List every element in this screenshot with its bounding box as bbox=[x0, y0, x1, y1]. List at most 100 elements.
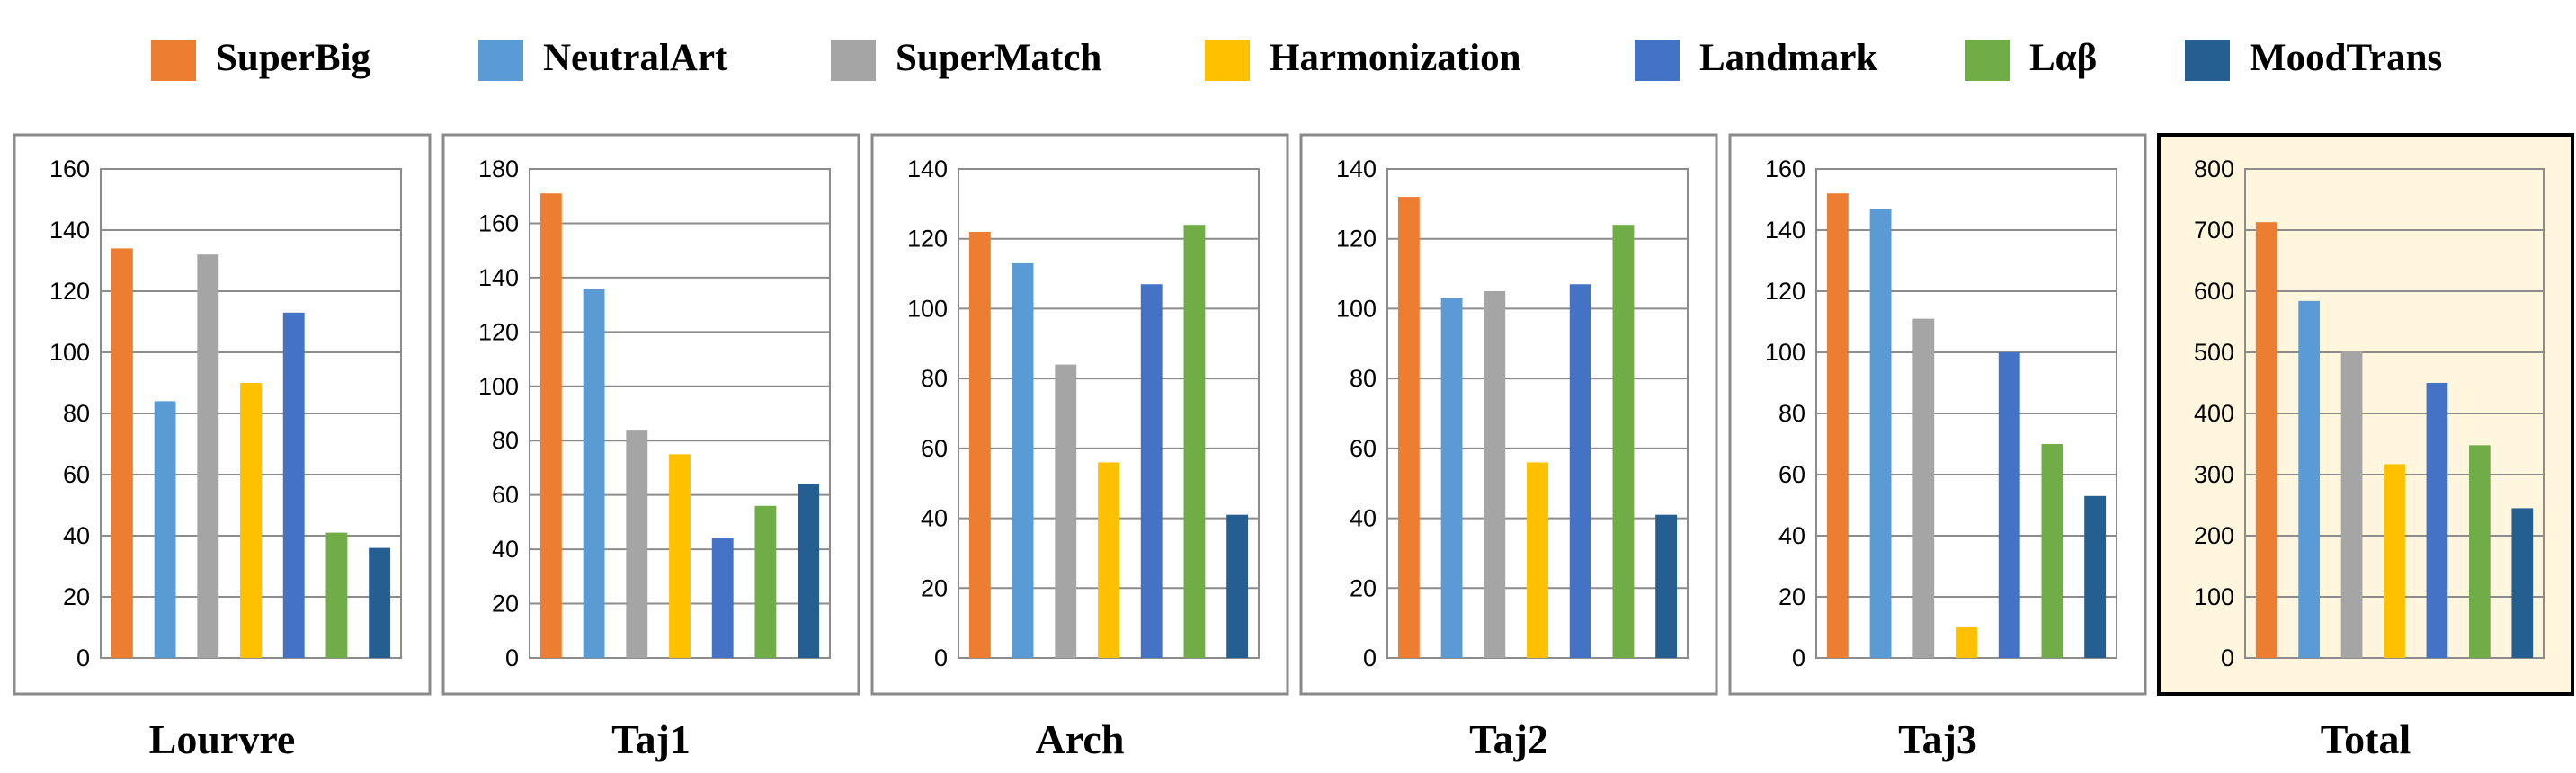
y-tick-label: 100 bbox=[907, 295, 948, 322]
bar-neutralart bbox=[583, 288, 605, 658]
y-tick-label: 160 bbox=[49, 155, 90, 182]
legend-swatch bbox=[2185, 40, 2230, 81]
y-tick-label: 20 bbox=[1350, 574, 1377, 601]
bar-supermatch bbox=[197, 254, 219, 658]
bar-harmonization bbox=[1956, 627, 1977, 658]
bar-neutralart bbox=[2298, 300, 2320, 658]
y-tick-label: 600 bbox=[2194, 278, 2234, 305]
chart-title: Total bbox=[2321, 716, 2411, 762]
y-tick-label: 100 bbox=[478, 373, 519, 400]
y-tick-label: 200 bbox=[2194, 522, 2234, 549]
y-tick-label: 140 bbox=[478, 264, 519, 291]
bar-supermatch bbox=[2340, 351, 2363, 658]
bar-neutralart bbox=[154, 401, 176, 658]
y-tick-label: 80 bbox=[492, 427, 519, 454]
y-tick-label: 80 bbox=[921, 365, 948, 392]
bar-harmonization bbox=[1527, 462, 1548, 658]
y-tick-label: 0 bbox=[76, 644, 90, 671]
y-tick-label: 500 bbox=[2194, 339, 2234, 366]
bar-superbig bbox=[1826, 193, 1849, 658]
legend-swatch bbox=[478, 40, 523, 81]
bar-neutralart bbox=[1440, 298, 1463, 658]
y-tick-label: 60 bbox=[492, 482, 519, 509]
y-tick-label: 0 bbox=[1363, 644, 1377, 671]
y-tick-label: 700 bbox=[2194, 217, 2234, 244]
y-tick-label: 120 bbox=[478, 318, 519, 345]
bar-supermatch bbox=[626, 430, 648, 658]
legend-label: MoodTrans bbox=[2250, 37, 2443, 79]
y-tick-label: 100 bbox=[2194, 583, 2234, 610]
legend-swatch bbox=[1205, 40, 1250, 81]
chart-title: Taj2 bbox=[1469, 716, 1548, 762]
bar-superbig bbox=[2255, 222, 2277, 658]
bar-landmark bbox=[1569, 284, 1591, 658]
chart-taj2: 0 20 40 60 80 100 120 140 Taj2 bbox=[1299, 133, 1718, 762]
bar-l bbox=[1612, 225, 1635, 658]
legend-swatch bbox=[1965, 40, 2010, 81]
chart-title: Taj3 bbox=[1898, 716, 1977, 762]
y-tick-label: 60 bbox=[63, 461, 90, 488]
bar-moodtrans bbox=[1655, 514, 1678, 658]
y-tick-label: 40 bbox=[1778, 522, 1805, 549]
y-tick-label: 400 bbox=[2194, 400, 2234, 427]
y-tick-label: 140 bbox=[49, 217, 90, 244]
y-tick-label: 120 bbox=[49, 278, 90, 305]
legend-label: SuperMatch bbox=[896, 37, 1102, 79]
bar-harmonization bbox=[2384, 464, 2405, 658]
bar-landmark bbox=[282, 312, 305, 658]
y-tick-label: 0 bbox=[505, 644, 519, 671]
y-tick-label: 120 bbox=[1336, 226, 1377, 253]
y-tick-label: 300 bbox=[2194, 461, 2234, 488]
bar-moodtrans bbox=[798, 484, 820, 658]
bar-landmark bbox=[2426, 383, 2448, 658]
bar-l bbox=[325, 532, 348, 658]
y-tick-label: 120 bbox=[907, 226, 948, 253]
chart-taj1: 0 20 40 60 80 100 120 140 160 180 Taj1 bbox=[441, 133, 860, 762]
y-tick-label: 0 bbox=[1792, 644, 1805, 671]
y-tick-label: 80 bbox=[63, 400, 90, 427]
y-tick-label: 60 bbox=[921, 435, 948, 462]
y-tick-label: 100 bbox=[1765, 339, 1805, 366]
chart-title: Lourvre bbox=[149, 716, 296, 762]
y-tick-label: 800 bbox=[2194, 155, 2234, 182]
bar-neutralart bbox=[1869, 209, 1892, 658]
bar-superbig bbox=[968, 231, 991, 658]
chart-taj3: 0 20 40 60 80 100 120 140 160 Taj3 bbox=[1728, 133, 2147, 762]
legend-label: SuperBig bbox=[216, 37, 371, 79]
legend-swatch bbox=[831, 40, 876, 81]
y-tick-label: 160 bbox=[478, 209, 519, 236]
y-tick-label: 140 bbox=[1765, 217, 1805, 244]
y-tick-label: 0 bbox=[934, 644, 948, 671]
y-tick-label: 40 bbox=[492, 536, 519, 563]
y-tick-label: 80 bbox=[1778, 400, 1805, 427]
y-tick-label: 20 bbox=[492, 591, 519, 618]
bar-neutralart bbox=[1012, 262, 1034, 658]
bar-moodtrans bbox=[2084, 495, 2107, 658]
bar-supermatch bbox=[1484, 291, 1506, 658]
bar-moodtrans bbox=[2511, 508, 2534, 658]
legend: SuperBig NeutralArt SuperMatch Harmoniza… bbox=[0, 0, 2576, 117]
chart-arch: 0 20 40 60 80 100 120 140 Arch bbox=[870, 133, 1289, 762]
bar-landmark bbox=[1998, 352, 2020, 658]
y-tick-label: 140 bbox=[907, 155, 948, 182]
chart-lourvre: 0 20 40 60 80 100 120 140 160 Lourvre bbox=[13, 133, 432, 762]
y-tick-label: 100 bbox=[49, 339, 90, 366]
y-tick-label: 140 bbox=[1336, 155, 1377, 182]
legend-label: Harmonization bbox=[1270, 37, 1521, 79]
bar-l bbox=[2041, 444, 2063, 658]
y-tick-label: 60 bbox=[1778, 461, 1805, 488]
y-tick-label: 40 bbox=[921, 505, 948, 532]
bar-harmonization bbox=[1098, 462, 1119, 658]
chart-total: 0 100 200 300 400 500 600 700 800 Total bbox=[2157, 133, 2574, 762]
y-tick-label: 20 bbox=[1778, 583, 1805, 610]
chart-panel bbox=[1299, 133, 1718, 696]
y-tick-label: 160 bbox=[1765, 155, 1805, 182]
y-tick-label: 180 bbox=[478, 155, 519, 182]
bar-landmark bbox=[1140, 284, 1163, 658]
bar-l bbox=[2469, 445, 2491, 658]
bar-harmonization bbox=[669, 454, 691, 658]
bar-supermatch bbox=[1912, 318, 1935, 658]
bar-moodtrans bbox=[1226, 514, 1249, 658]
y-tick-label: 120 bbox=[1765, 278, 1805, 305]
